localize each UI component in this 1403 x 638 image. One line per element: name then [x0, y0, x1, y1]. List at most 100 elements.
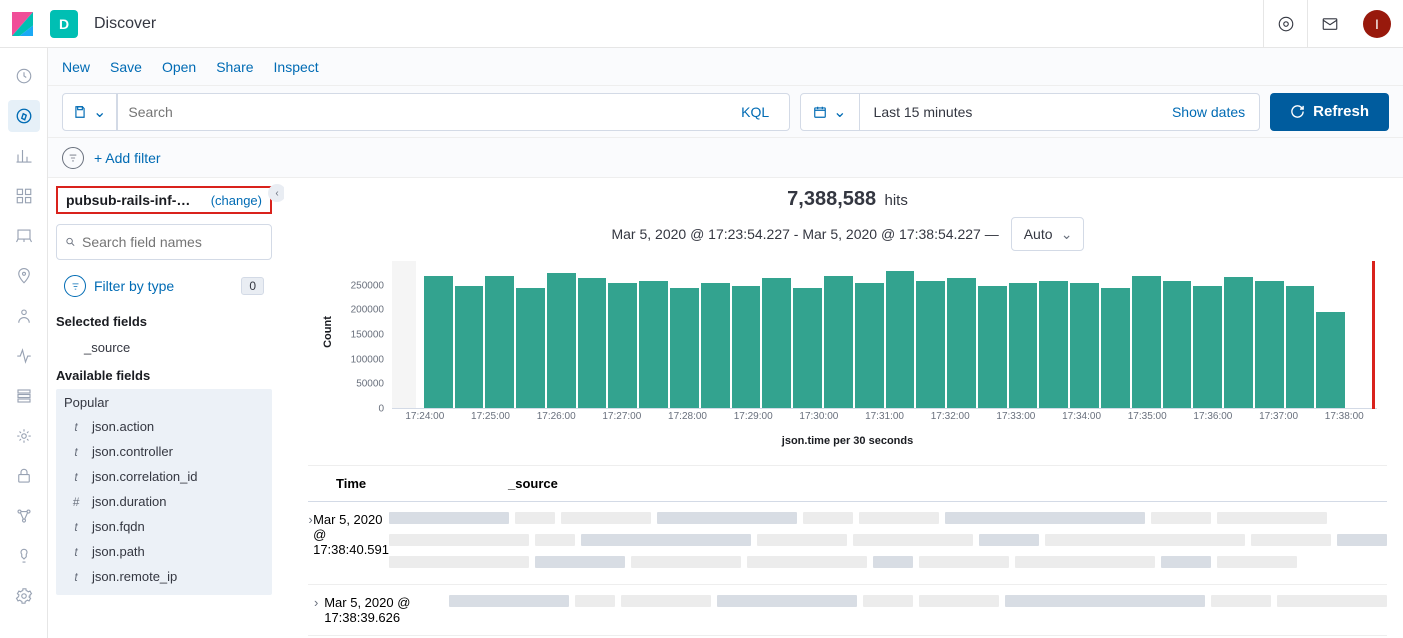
bar[interactable] [762, 278, 791, 408]
interval-select[interactable]: Auto [1011, 217, 1084, 251]
bar[interactable] [485, 276, 514, 408]
bar[interactable] [608, 283, 637, 408]
date-range-text: Last 15 minutes [860, 104, 987, 120]
avatar[interactable]: I [1363, 10, 1391, 38]
bar[interactable] [455, 286, 484, 409]
field-search[interactable] [56, 224, 272, 260]
bar[interactable] [1255, 281, 1284, 408]
doc-row: ›Mar 5, 2020 @ 17:38:39.626 [308, 585, 1387, 636]
bar[interactable] [547, 273, 576, 408]
search-box[interactable]: KQL [117, 93, 790, 131]
kibana-logo[interactable] [12, 12, 36, 36]
histogram-chart[interactable]: Count 050000100000150000200000250000 17:… [348, 261, 1377, 431]
app-title: Discover [94, 15, 156, 33]
field-item[interactable]: tjson.fqdn [64, 514, 264, 539]
bar[interactable] [1039, 281, 1068, 408]
query-bar: ⌄ KQL ⌄ Last 15 minutes Show dates Refre… [48, 86, 1403, 138]
field-item[interactable]: tjson.correlation_id [64, 464, 264, 489]
menu-open[interactable]: Open [162, 59, 196, 75]
doc-row: ›Mar 5, 2020 @ 17:38:40.591 [308, 502, 1387, 585]
menu-save[interactable]: Save [110, 59, 142, 75]
bar[interactable] [793, 288, 822, 408]
rail-apm-icon[interactable] [8, 420, 40, 452]
bar[interactable] [855, 283, 884, 408]
time-range-text: Mar 5, 2020 @ 17:23:54.227 - Mar 5, 2020… [611, 226, 998, 242]
bar[interactable] [1101, 288, 1130, 408]
index-pattern-selector[interactable]: pubsub-rails-inf-… (change) [56, 186, 272, 214]
bar[interactable] [1224, 277, 1253, 408]
rail-graph-icon[interactable] [8, 500, 40, 532]
bar[interactable] [516, 288, 545, 408]
y-axis-label: Count [322, 316, 334, 348]
rail-visualize-icon[interactable] [8, 140, 40, 172]
bar[interactable] [701, 283, 730, 408]
menu-share[interactable]: Share [216, 59, 253, 75]
bar[interactable] [670, 288, 699, 408]
kql-toggle[interactable]: KQL [731, 104, 779, 120]
menu-new[interactable]: New [62, 59, 90, 75]
rail-maps-icon[interactable] [8, 260, 40, 292]
available-fields-title: Available fields [56, 368, 272, 383]
bar[interactable] [978, 286, 1007, 409]
bar[interactable] [732, 286, 761, 409]
rail-recent-icon[interactable] [8, 60, 40, 92]
left-nav-rail [0, 48, 48, 638]
rail-discover-icon[interactable] [8, 100, 40, 132]
bar[interactable] [578, 278, 607, 408]
filter-options-icon[interactable] [62, 147, 84, 169]
rail-security-icon[interactable] [8, 460, 40, 492]
field-item[interactable]: tjson.controller [64, 439, 264, 464]
field-item[interactable]: tjson.path [64, 539, 264, 564]
filter-type-icon [64, 275, 86, 297]
index-pattern-change[interactable]: (change) [211, 193, 262, 208]
bar[interactable] [639, 281, 668, 408]
expand-icon[interactable]: › [308, 595, 324, 625]
rail-management-icon[interactable] [8, 580, 40, 612]
field-item[interactable]: tjson.remote_ip [64, 564, 264, 589]
date-picker[interactable]: ⌄ Last 15 minutes Show dates [800, 93, 1260, 131]
search-input[interactable] [128, 104, 731, 120]
popular-title: Popular [64, 395, 264, 410]
th-source: _source [508, 476, 558, 491]
th-time: Time [308, 476, 508, 491]
field-item[interactable]: tjson.action [64, 414, 264, 439]
now-marker [1372, 261, 1375, 409]
bar[interactable] [1132, 276, 1161, 408]
bar[interactable] [1286, 286, 1315, 409]
bar[interactable] [886, 271, 915, 408]
field-search-input[interactable] [82, 234, 263, 250]
help-icon[interactable] [1263, 0, 1307, 48]
bar[interactable] [1070, 283, 1099, 408]
menu-inspect[interactable]: Inspect [274, 59, 319, 75]
results-content: 7,388,588 hits Mar 5, 2020 @ 17:23:54.22… [284, 178, 1403, 638]
filter-by-type[interactable]: Filter by type 0 [56, 268, 272, 304]
field-item[interactable]: _source [56, 335, 272, 360]
filter-type-count: 0 [241, 277, 264, 295]
rail-metrics-icon[interactable] [8, 340, 40, 372]
show-dates-link[interactable]: Show dates [1158, 104, 1259, 120]
collapse-sidebar-icon[interactable]: ‹ [268, 184, 284, 202]
hit-count: 7,388,588 hits [308, 188, 1387, 211]
rail-logs-icon[interactable] [8, 380, 40, 412]
bar[interactable] [824, 276, 853, 408]
refresh-button[interactable]: Refresh [1270, 93, 1389, 131]
bar[interactable] [1193, 286, 1222, 409]
bar[interactable] [1163, 281, 1192, 408]
field-item[interactable]: #json.duration [64, 489, 264, 514]
index-pattern-name: pubsub-rails-inf-… [66, 192, 190, 208]
app-badge: D [50, 10, 78, 38]
bar[interactable] [1316, 312, 1345, 408]
calendar-icon[interactable]: ⌄ [801, 94, 859, 130]
bar[interactable] [424, 276, 453, 408]
rail-dashboard-icon[interactable] [8, 180, 40, 212]
mail-icon[interactable] [1307, 0, 1351, 48]
rail-ml-icon[interactable] [8, 300, 40, 332]
add-filter-link[interactable]: + Add filter [94, 150, 161, 166]
rail-dev-tools-icon[interactable] [8, 540, 40, 572]
selected-fields-title: Selected fields [56, 314, 272, 329]
bar[interactable] [916, 281, 945, 408]
bar[interactable] [947, 278, 976, 408]
saved-query-button[interactable]: ⌄ [62, 93, 117, 131]
rail-canvas-icon[interactable] [8, 220, 40, 252]
bar[interactable] [1009, 283, 1038, 408]
